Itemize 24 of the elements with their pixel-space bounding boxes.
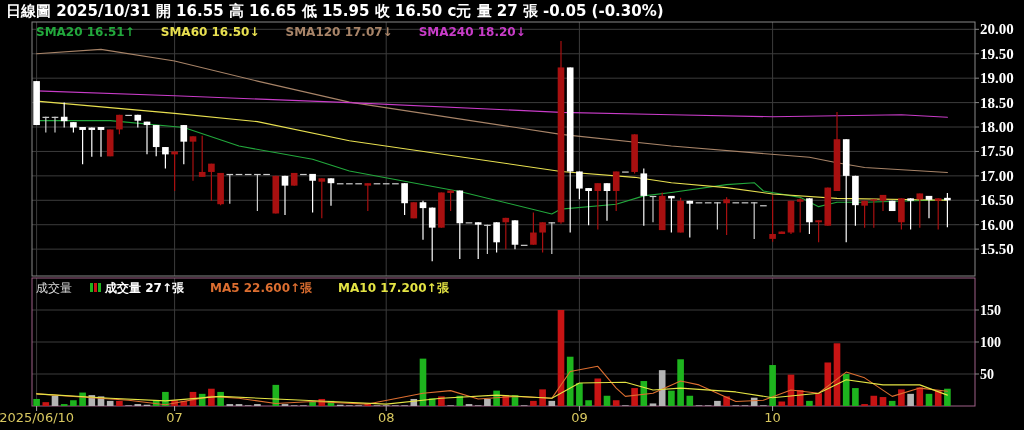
text: MA10 17.200↑張 [338,281,449,295]
y-tick-label: 15.50 [980,241,1014,258]
y-tick-label: 150 [980,303,1001,318]
x-tick-label: 08 [377,410,395,425]
y-tick-label: 100 [980,335,1001,350]
y-tick-label: 18.00 [980,119,1014,136]
y-tick-label: 19.00 [980,70,1014,87]
legend: SMA20 16.51↑ SMA60 16.50↓ SMA120 17.07↓ SMA240 18.20↓ [36,25,526,39]
y-tick-label: 19.50 [980,45,1014,62]
y-tick-label: 20.00 [980,21,1014,38]
x-tick-label: 09 [571,410,588,425]
y-tick-label: 18.50 [980,94,1014,111]
y-tick-label: 16.00 [980,216,1014,233]
chart-title: 成交量 [36,281,72,295]
y-tick-label: 17.00 [980,167,1014,184]
chart-title: 日線圖 2025/10/31 開 16.55 高 16.65 低 15.95 收 16.50 c元 量 27 張 -0.05 (-0.30%) [6,2,664,20]
x-tick-label: 07 [166,410,183,425]
x-tick-label: 10 [764,410,781,425]
y-tick-label: 50 [980,367,994,382]
y-tick-label: 16.50 [980,192,1014,209]
x-tick-label: 2025/06/10 [0,410,75,425]
legend-label: 成交量 27↑張 [104,281,185,295]
text: MA5 22.600↑張 [209,281,313,295]
y-tick-label: 17.50 [980,143,1014,160]
